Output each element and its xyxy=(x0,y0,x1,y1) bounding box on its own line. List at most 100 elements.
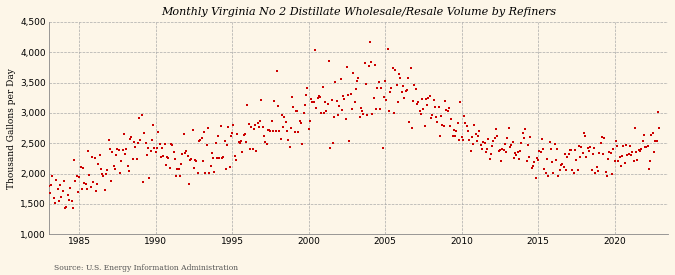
Point xyxy=(144,176,155,180)
Point xyxy=(516,141,527,145)
Point xyxy=(304,119,315,123)
Point xyxy=(448,128,459,132)
Point xyxy=(371,107,381,112)
Point xyxy=(86,155,97,160)
Point xyxy=(93,162,104,166)
Point xyxy=(162,155,173,159)
Point xyxy=(316,111,327,116)
Point xyxy=(540,171,551,175)
Point xyxy=(594,151,605,156)
Point xyxy=(186,156,197,161)
Point xyxy=(373,79,384,84)
Point xyxy=(105,147,115,151)
Point xyxy=(471,139,482,144)
Point xyxy=(241,140,252,144)
Point xyxy=(435,134,446,138)
Point xyxy=(577,151,588,155)
Point xyxy=(549,142,560,146)
Point xyxy=(277,125,288,129)
Point xyxy=(464,138,475,142)
Point xyxy=(184,182,194,186)
Point xyxy=(392,100,403,104)
Point xyxy=(141,152,152,157)
Point xyxy=(601,174,612,178)
Point xyxy=(315,95,325,99)
Point xyxy=(492,134,503,138)
Point xyxy=(367,112,378,116)
Point xyxy=(221,167,232,172)
Point xyxy=(637,138,648,143)
Point xyxy=(215,124,226,128)
Point xyxy=(506,143,516,147)
Point xyxy=(586,168,597,172)
Point xyxy=(180,151,190,155)
Point xyxy=(495,159,506,163)
Point xyxy=(161,163,171,167)
Point xyxy=(129,139,140,144)
Point xyxy=(56,195,67,199)
Point xyxy=(317,85,328,89)
Point xyxy=(634,148,645,153)
Point xyxy=(190,158,200,163)
Point xyxy=(489,136,500,141)
Point xyxy=(273,104,284,108)
Point xyxy=(483,137,493,141)
Point xyxy=(458,138,468,142)
Point xyxy=(613,159,624,163)
Point xyxy=(421,97,431,101)
Point xyxy=(394,72,404,76)
Point xyxy=(338,94,348,98)
Point xyxy=(557,162,568,166)
Point xyxy=(369,63,380,67)
Point xyxy=(210,141,221,145)
Point xyxy=(605,151,616,156)
Point xyxy=(175,174,186,178)
Point xyxy=(405,65,416,70)
Point xyxy=(522,143,533,147)
Point xyxy=(240,132,250,136)
Point xyxy=(403,75,414,80)
Point xyxy=(445,124,456,128)
Point xyxy=(482,147,493,152)
Point xyxy=(504,126,514,130)
Point xyxy=(494,148,505,153)
Point xyxy=(191,159,202,163)
Point xyxy=(237,150,248,154)
Point xyxy=(616,164,626,168)
Point xyxy=(462,129,473,133)
Point xyxy=(437,123,448,127)
Point xyxy=(584,148,595,153)
Point xyxy=(432,120,443,125)
Point xyxy=(302,86,313,90)
Point xyxy=(404,120,414,124)
Point xyxy=(219,139,230,144)
Point xyxy=(554,168,565,172)
Point xyxy=(256,98,267,102)
Point xyxy=(603,157,614,161)
Point xyxy=(481,150,491,154)
Point xyxy=(313,94,324,98)
Point xyxy=(331,99,342,103)
Point xyxy=(334,104,345,108)
Point xyxy=(359,61,370,66)
Point xyxy=(296,121,306,125)
Point xyxy=(526,166,537,170)
Point xyxy=(375,107,385,111)
Point xyxy=(261,142,272,146)
Point xyxy=(225,133,236,138)
Point xyxy=(159,142,170,146)
Point xyxy=(595,141,606,145)
Point xyxy=(330,80,341,84)
Point xyxy=(323,59,334,64)
Point xyxy=(95,167,106,172)
Point xyxy=(639,133,649,137)
Point xyxy=(599,136,610,140)
Point xyxy=(431,115,441,119)
Point xyxy=(389,111,400,115)
Point xyxy=(124,169,134,173)
Text: Source: U.S. Energy Information Administration: Source: U.S. Energy Information Administ… xyxy=(54,264,238,272)
Point xyxy=(66,199,77,203)
Point xyxy=(148,123,159,127)
Point xyxy=(59,178,70,183)
Point xyxy=(459,114,470,118)
